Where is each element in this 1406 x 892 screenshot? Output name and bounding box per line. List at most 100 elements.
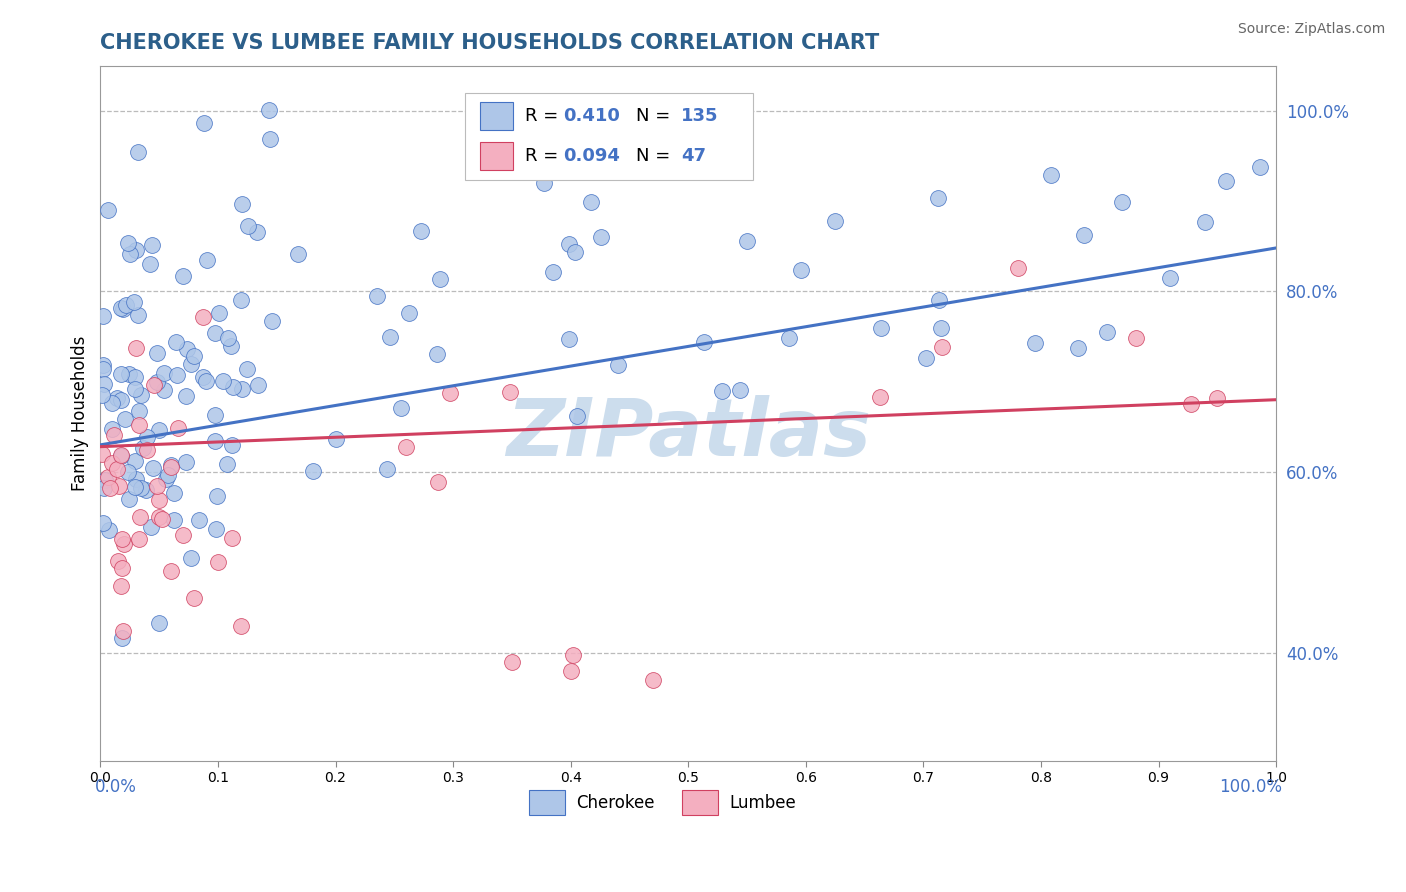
- Point: [790, 263, 813, 277]
- Point: [246, 225, 269, 239]
- Point: [205, 489, 228, 503]
- Point: [1066, 342, 1088, 356]
- Point: [247, 378, 270, 392]
- Point: [693, 334, 716, 349]
- Point: [129, 481, 152, 495]
- Point: [172, 528, 194, 542]
- Point: [91, 516, 114, 530]
- Point: [90, 446, 112, 460]
- Point: [1159, 271, 1181, 285]
- Point: [166, 368, 188, 382]
- Point: [114, 298, 136, 312]
- Point: [429, 272, 451, 286]
- Point: [222, 380, 245, 394]
- Point: [101, 456, 124, 470]
- Point: [609, 127, 631, 141]
- Point: [91, 387, 114, 401]
- Point: [204, 408, 226, 422]
- Point: [931, 321, 953, 335]
- Point: [207, 555, 229, 569]
- Point: [187, 513, 209, 527]
- Point: [94, 473, 117, 487]
- Point: [1194, 215, 1216, 229]
- Point: [160, 564, 183, 578]
- Point: [607, 358, 630, 372]
- Point: [127, 308, 149, 322]
- Text: Lumbee: Lumbee: [730, 794, 796, 812]
- Point: [148, 510, 170, 524]
- Point: [97, 470, 120, 484]
- Point: [135, 483, 157, 497]
- Point: [103, 428, 125, 442]
- Point: [1111, 194, 1133, 209]
- Point: [395, 440, 418, 454]
- Point: [142, 461, 165, 475]
- Point: [231, 382, 253, 396]
- Text: N =: N =: [637, 107, 676, 125]
- Point: [366, 289, 388, 303]
- Point: [163, 486, 186, 500]
- Point: [579, 195, 602, 210]
- Point: [541, 265, 564, 279]
- Point: [125, 342, 148, 356]
- Text: R =: R =: [524, 147, 564, 165]
- Point: [1125, 331, 1147, 345]
- Point: [204, 434, 226, 448]
- Point: [111, 632, 134, 646]
- Point: [146, 375, 169, 389]
- Point: [110, 393, 132, 408]
- Text: 0.094: 0.094: [564, 147, 620, 165]
- Point: [112, 537, 135, 551]
- Point: [1215, 173, 1237, 187]
- Text: ZIPatlas: ZIPatlas: [506, 395, 870, 473]
- Point: [193, 116, 215, 130]
- Point: [110, 448, 132, 462]
- Point: [108, 479, 131, 493]
- Point: [439, 385, 461, 400]
- Point: [208, 306, 231, 320]
- Point: [167, 421, 190, 435]
- Point: [176, 342, 198, 356]
- Point: [107, 554, 129, 568]
- Point: [139, 257, 162, 271]
- Point: [132, 441, 155, 455]
- Point: [236, 361, 259, 376]
- Point: [153, 366, 176, 380]
- Point: [927, 191, 949, 205]
- Text: 0.0%: 0.0%: [94, 779, 136, 797]
- Point: [501, 655, 523, 669]
- Point: [118, 491, 141, 506]
- Point: [91, 358, 114, 372]
- Point: [110, 449, 132, 463]
- Point: [125, 244, 148, 258]
- Point: [1073, 228, 1095, 243]
- Point: [558, 237, 581, 252]
- Point: [163, 513, 186, 527]
- Text: CHEROKEE VS LUMBEE FAMILY HOUSEHOLDS CORRELATION CHART: CHEROKEE VS LUMBEE FAMILY HOUSEHOLDS COR…: [100, 33, 880, 53]
- Point: [778, 331, 800, 345]
- Text: Source: ZipAtlas.com: Source: ZipAtlas.com: [1237, 22, 1385, 37]
- Point: [564, 244, 586, 259]
- FancyBboxPatch shape: [479, 142, 513, 169]
- Point: [221, 531, 243, 545]
- Point: [221, 438, 243, 452]
- Point: [156, 468, 179, 483]
- Point: [562, 648, 585, 663]
- Text: Cherokee: Cherokee: [576, 794, 655, 812]
- Point: [287, 247, 309, 261]
- Point: [398, 306, 420, 320]
- Point: [165, 335, 187, 350]
- Point: [565, 409, 588, 423]
- Point: [141, 238, 163, 252]
- Point: [174, 389, 197, 403]
- Point: [212, 375, 235, 389]
- Point: [195, 252, 218, 267]
- Point: [533, 176, 555, 190]
- Point: [389, 401, 412, 415]
- Point: [122, 294, 145, 309]
- Point: [153, 384, 176, 398]
- Point: [105, 462, 128, 476]
- Point: [110, 367, 132, 381]
- Point: [180, 357, 202, 371]
- Point: [183, 350, 205, 364]
